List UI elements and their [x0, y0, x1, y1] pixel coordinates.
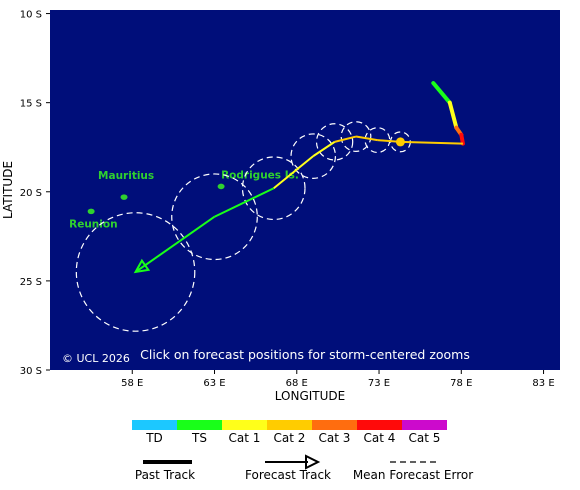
storm-track: [133, 81, 465, 274]
place-label: Mauritius: [98, 170, 154, 182]
x-axis-label: LONGITUDE: [275, 389, 345, 403]
error-circle: [340, 121, 372, 152]
island-rodrigues-is-shape: [217, 183, 225, 190]
x-tick-label: 83 E: [532, 378, 554, 389]
legend-swatch-ts: [177, 420, 222, 430]
island-reunionshape: [87, 208, 95, 215]
past-track-segment: [459, 132, 465, 146]
legend-category-label: Cat 3: [318, 431, 351, 445]
current-position-marker[interactable]: [395, 137, 405, 147]
forecast-track-segment: [214, 187, 275, 218]
legend-category-label: Cat 4: [363, 431, 396, 445]
copyright-text: © UCL 2026: [62, 352, 130, 365]
forecast-positions[interactable]: [395, 137, 405, 147]
forecast-track-segment: [334, 135, 357, 143]
legend-swatch-cat-3: [312, 420, 357, 430]
error-circle: [75, 212, 196, 332]
forecast-track-segment: [312, 141, 336, 157]
forecast-track-segment: [400, 140, 463, 145]
legend-swatch-cat-5: [402, 420, 447, 430]
x-tick-label: 78 E: [450, 378, 472, 389]
forecast-track-segment: [273, 155, 314, 189]
y-tick-label: 15 S: [20, 99, 42, 110]
legend-category-label: Cat 5: [408, 431, 441, 445]
y-tick-label: 25 S: [20, 277, 42, 288]
axis-ticks: 10 S 15 S 20 S 25 S 30 S 58 E 63 E 68 E 73 E 78 E…: [20, 10, 555, 389]
y-tick-label: 20 S: [20, 188, 42, 199]
past-track-segment: [447, 100, 459, 130]
place-label: Rodrigues Is.: [221, 169, 299, 181]
error-circle: [171, 173, 258, 261]
forecast-arrow-icon: [133, 258, 151, 274]
legend-swatch-cat-4: [357, 420, 402, 430]
past-track-segment: [431, 81, 452, 105]
x-tick-label: 58 E: [121, 378, 143, 389]
y-tick-label: 10 S: [20, 10, 42, 21]
x-tick-label: 63 E: [203, 378, 225, 389]
hint-text: Click on forecast positions for storm-ce…: [140, 347, 470, 362]
error-circle: [315, 123, 354, 161]
place-layer: Mauritius Reunion Rodrigues Is.: [69, 169, 299, 230]
forecast-track-segment: [355, 135, 378, 142]
legend-category-label: Cat 1: [228, 431, 261, 445]
x-tick-label: 68 E: [286, 378, 308, 389]
legend-swatch-td: [132, 420, 177, 430]
forecast-arrow-icon: [305, 454, 321, 470]
legend-category-label: TS: [192, 431, 207, 445]
legend-category-label: Cat 2: [273, 431, 306, 445]
island-mauritiusshape: [120, 194, 128, 200]
forecast-track-label: Forecast Track: [245, 468, 331, 482]
place-label: Reunion: [69, 218, 117, 230]
error-circle: [290, 133, 337, 179]
mean-error-label: Mean Forecast Error: [353, 468, 473, 482]
y-tick-label: 30 S: [20, 366, 42, 377]
legend-category-label: TD: [146, 431, 163, 445]
past-track-label: Past Track: [135, 468, 195, 482]
y-axis-label: LATITUDE: [1, 161, 15, 219]
x-tick-label: 73 E: [368, 378, 390, 389]
legend-swatch-cat-2: [267, 420, 312, 430]
forecast-track-segment: [134, 215, 216, 273]
legend-swatch-cat-1: [222, 420, 267, 430]
